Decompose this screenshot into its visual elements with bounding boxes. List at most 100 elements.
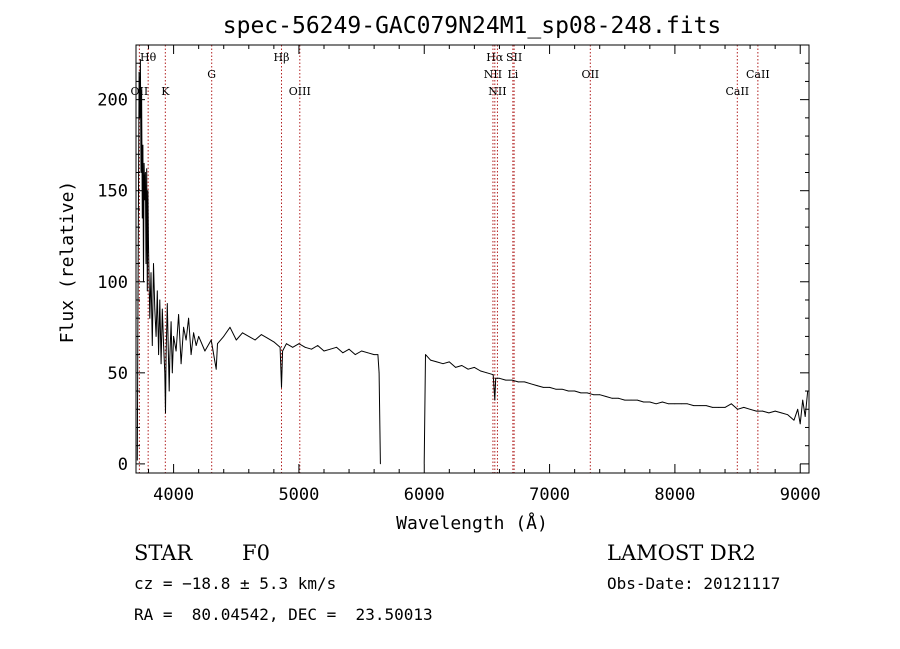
data-point [618, 397, 619, 399]
data-point [712, 407, 713, 408]
data-point [160, 363, 162, 365]
redshift-text: cz = −18.8 ± 5.3 km/s [134, 574, 336, 593]
data-point [195, 345, 197, 346]
coordinates-text: RA = 80.04542, DEC = 23.50013 [134, 605, 433, 624]
x-tick-label-6000: 6000 [404, 485, 445, 505]
data-point [161, 308, 163, 310]
data-point [354, 354, 356, 356]
data-point [136, 459, 138, 461]
y-tick-label-0: 0 [118, 455, 128, 475]
data-point [461, 365, 463, 366]
data-point [159, 299, 161, 301]
data-point [549, 387, 550, 388]
data-point [655, 403, 657, 405]
data-point [248, 336, 250, 337]
data-point [649, 401, 651, 403]
data-point [561, 388, 563, 390]
data-point [630, 399, 632, 401]
data-point [511, 379, 513, 381]
line-marker-label-6: Hα [486, 51, 504, 64]
data-point [148, 244, 149, 246]
data-point [373, 354, 375, 356]
data-point [210, 339, 212, 341]
data-point [139, 59, 141, 60]
data-point [542, 387, 544, 388]
data-point [282, 350, 284, 352]
data-point [155, 336, 157, 337]
data-point [636, 399, 638, 401]
data-point [480, 370, 482, 372]
data-point [279, 346, 281, 348]
x-tick-label-4000: 4000 [153, 485, 194, 505]
x-axis-ticks: 4000 5000 6000 7000 8000 9000 [148, 45, 821, 505]
data-point [379, 463, 381, 465]
x-tick-label-5000: 5000 [278, 485, 319, 505]
data-point [185, 339, 187, 341]
data-point [524, 381, 525, 383]
data-point [505, 379, 507, 381]
data-point [223, 336, 225, 337]
data-point [724, 407, 726, 408]
data-point [436, 361, 438, 363]
data-point [163, 345, 164, 346]
data-point [749, 408, 751, 410]
data-point [140, 172, 142, 173]
data-point [217, 343, 218, 345]
data-point [229, 326, 231, 328]
data-point [153, 263, 154, 264]
data-point [467, 368, 469, 370]
data-point [486, 372, 488, 374]
data-point [149, 317, 151, 319]
survey-name: LAMOST DR2 [607, 541, 756, 565]
data-point [142, 144, 144, 146]
data-point [793, 419, 795, 421]
data-point [180, 363, 182, 365]
data-point [204, 350, 206, 352]
data-point [624, 399, 626, 401]
data-point [699, 405, 701, 407]
data-point [267, 337, 268, 339]
data-point [442, 363, 444, 365]
data-point [530, 383, 532, 385]
data-point [687, 403, 688, 405]
data-point [215, 368, 217, 370]
data-point [173, 336, 174, 337]
data-point [499, 377, 500, 379]
data-point [168, 390, 170, 392]
y-axis-label: Flux (relative) [57, 181, 78, 344]
data-point [802, 399, 804, 401]
data-point [737, 408, 738, 410]
data-point [517, 381, 519, 383]
data-point [147, 190, 149, 192]
y-axis-ticks: 0 50 100 150 200 [97, 62, 809, 475]
data-point [730, 403, 732, 405]
data-point [781, 412, 782, 414]
data-point [144, 199, 146, 201]
plot-frame [135, 44, 810, 474]
data-point [260, 334, 262, 335]
data-point [164, 372, 166, 374]
data-point [768, 412, 770, 414]
data-point [281, 387, 282, 388]
data-point [273, 341, 275, 343]
data-point [336, 346, 337, 348]
data-point [743, 407, 745, 408]
data-point [611, 397, 613, 399]
data-point [168, 363, 169, 365]
data-point [361, 350, 362, 352]
data-point [755, 410, 757, 412]
data-point [145, 263, 147, 264]
data-point [367, 352, 369, 354]
data-point [254, 339, 256, 341]
data-point [455, 366, 456, 368]
data-point [378, 372, 380, 374]
data-point [138, 71, 140, 73]
spectrum-segment-1 [423, 354, 809, 464]
data-point [799, 423, 801, 425]
y-tick-label-150: 150 [97, 182, 128, 202]
data-point [586, 392, 588, 394]
x-tick-label-9000: 9000 [780, 485, 821, 505]
data-point [329, 348, 331, 350]
data-point [342, 352, 344, 354]
